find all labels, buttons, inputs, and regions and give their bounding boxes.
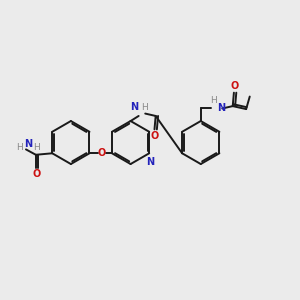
Text: O: O: [230, 82, 238, 92]
Text: N: N: [146, 157, 154, 167]
Text: O: O: [33, 169, 41, 179]
Text: N: N: [130, 102, 138, 112]
Text: H: H: [16, 143, 23, 152]
Text: H: H: [141, 103, 148, 112]
Text: H: H: [210, 96, 216, 105]
Text: O: O: [98, 148, 106, 158]
Text: N: N: [217, 103, 225, 113]
Text: N: N: [24, 139, 32, 149]
Text: O: O: [151, 130, 159, 141]
Text: H: H: [33, 143, 40, 152]
